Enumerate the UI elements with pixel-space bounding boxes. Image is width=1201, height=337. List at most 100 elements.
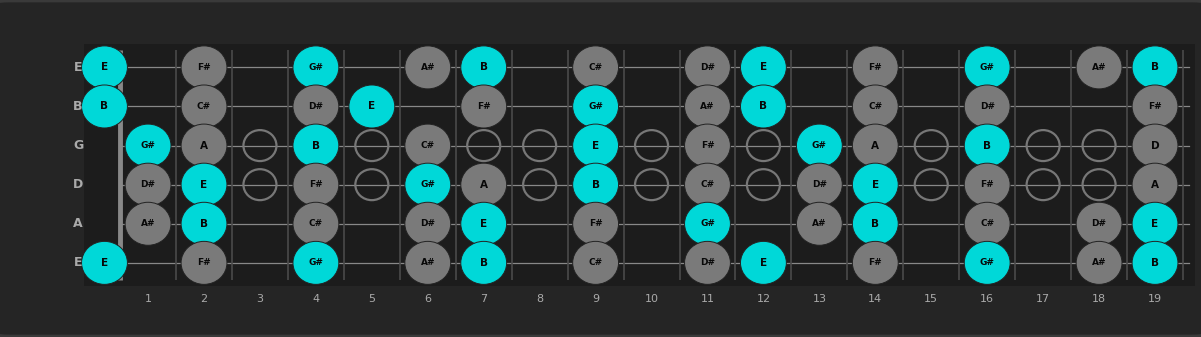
- Text: C#: C#: [309, 219, 323, 228]
- Text: B: B: [73, 100, 83, 113]
- Text: A: A: [201, 141, 208, 151]
- Text: E: E: [73, 256, 83, 269]
- Text: 7: 7: [480, 294, 488, 304]
- Ellipse shape: [461, 46, 507, 89]
- Ellipse shape: [181, 202, 227, 245]
- Text: 10: 10: [645, 294, 658, 304]
- Text: G#: G#: [141, 141, 155, 150]
- Ellipse shape: [964, 163, 1010, 206]
- Ellipse shape: [461, 202, 507, 245]
- Ellipse shape: [685, 241, 730, 284]
- Ellipse shape: [82, 85, 127, 128]
- Ellipse shape: [853, 124, 898, 167]
- Text: D#: D#: [812, 180, 826, 189]
- Text: F#: F#: [868, 63, 882, 72]
- Text: 2: 2: [201, 294, 208, 304]
- Text: A: A: [479, 180, 488, 190]
- Ellipse shape: [573, 124, 619, 167]
- Text: B: B: [984, 141, 991, 151]
- Ellipse shape: [964, 46, 1010, 89]
- Ellipse shape: [796, 124, 842, 167]
- Ellipse shape: [461, 163, 507, 206]
- Text: A: A: [871, 141, 879, 151]
- Text: 9: 9: [592, 294, 599, 304]
- Text: B: B: [759, 101, 767, 112]
- Text: B: B: [1151, 62, 1159, 72]
- Ellipse shape: [741, 46, 787, 89]
- Ellipse shape: [181, 163, 227, 206]
- Ellipse shape: [685, 46, 730, 89]
- Text: 3: 3: [257, 294, 263, 304]
- Ellipse shape: [181, 241, 227, 284]
- Text: G#: G#: [309, 63, 323, 72]
- Ellipse shape: [964, 124, 1010, 167]
- Text: E: E: [101, 62, 108, 72]
- Text: D: D: [73, 178, 83, 191]
- Text: G#: G#: [309, 258, 323, 267]
- Text: F#: F#: [197, 63, 211, 72]
- Ellipse shape: [685, 85, 730, 128]
- Ellipse shape: [1133, 163, 1178, 206]
- Text: 6: 6: [424, 294, 431, 304]
- Text: D#: D#: [700, 63, 715, 72]
- Text: F#: F#: [309, 180, 323, 189]
- Ellipse shape: [1076, 46, 1122, 89]
- FancyBboxPatch shape: [84, 44, 1195, 286]
- Text: 8: 8: [536, 294, 543, 304]
- Ellipse shape: [796, 163, 842, 206]
- Ellipse shape: [293, 163, 339, 206]
- Ellipse shape: [125, 202, 171, 245]
- Ellipse shape: [293, 46, 339, 89]
- Text: C#: C#: [588, 63, 603, 72]
- Text: C#: C#: [588, 258, 603, 267]
- Text: 4: 4: [312, 294, 319, 304]
- Text: D: D: [1151, 141, 1159, 151]
- Text: B: B: [479, 62, 488, 72]
- Text: E: E: [480, 219, 488, 229]
- Ellipse shape: [1133, 202, 1178, 245]
- Text: 12: 12: [757, 294, 771, 304]
- Text: F#: F#: [477, 102, 490, 111]
- Ellipse shape: [405, 46, 450, 89]
- Text: 1: 1: [144, 294, 151, 304]
- Text: B: B: [201, 219, 208, 229]
- Ellipse shape: [573, 46, 619, 89]
- Text: B: B: [592, 180, 599, 190]
- Ellipse shape: [853, 202, 898, 245]
- Ellipse shape: [964, 241, 1010, 284]
- Ellipse shape: [1076, 202, 1122, 245]
- Ellipse shape: [125, 163, 171, 206]
- Text: D#: D#: [1092, 219, 1106, 228]
- Ellipse shape: [853, 46, 898, 89]
- Ellipse shape: [1133, 46, 1178, 89]
- Text: 16: 16: [980, 294, 994, 304]
- Ellipse shape: [349, 85, 395, 128]
- Ellipse shape: [293, 85, 339, 128]
- Ellipse shape: [853, 85, 898, 128]
- Text: A#: A#: [700, 102, 715, 111]
- Text: G: G: [73, 139, 83, 152]
- Ellipse shape: [405, 241, 450, 284]
- Text: 13: 13: [812, 294, 826, 304]
- Text: C#: C#: [868, 102, 883, 111]
- Text: E: E: [760, 258, 767, 268]
- Ellipse shape: [573, 241, 619, 284]
- Ellipse shape: [405, 124, 450, 167]
- Ellipse shape: [293, 241, 339, 284]
- Ellipse shape: [1133, 124, 1178, 167]
- Text: F#: F#: [868, 258, 882, 267]
- Text: E: E: [369, 101, 376, 112]
- Text: G#: G#: [980, 258, 994, 267]
- Ellipse shape: [1133, 241, 1178, 284]
- Text: D#: D#: [980, 102, 994, 111]
- Text: A#: A#: [141, 219, 155, 228]
- Text: C#: C#: [420, 141, 435, 150]
- Text: F#: F#: [1148, 102, 1161, 111]
- Text: B: B: [101, 101, 108, 112]
- Ellipse shape: [685, 163, 730, 206]
- Text: 15: 15: [925, 294, 938, 304]
- Ellipse shape: [125, 124, 171, 167]
- Text: D#: D#: [420, 219, 435, 228]
- Ellipse shape: [741, 85, 787, 128]
- Text: A#: A#: [420, 63, 435, 72]
